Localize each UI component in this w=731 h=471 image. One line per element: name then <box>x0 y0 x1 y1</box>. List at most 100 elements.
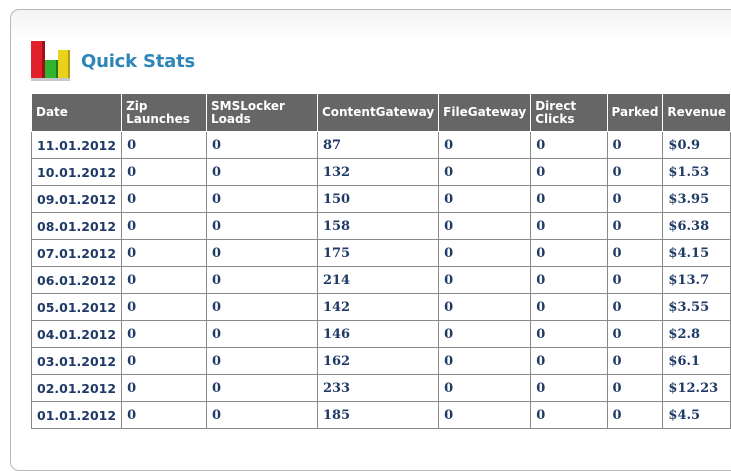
table-cell: 0 <box>606 347 664 375</box>
table-cell: 04.01.2012 <box>30 320 123 348</box>
table-cell: $3.95 <box>662 185 731 213</box>
table-cell: 0 <box>206 212 318 240</box>
table-cell: 0 <box>606 401 664 429</box>
column-header: Zip Launches <box>121 93 207 132</box>
table-cell: 0 <box>206 239 318 267</box>
table-cell: 10.01.2012 <box>30 158 123 186</box>
table-cell: 146 <box>316 320 440 348</box>
table-cell: 158 <box>316 212 440 240</box>
table-row: 04.01.2012 0 0 146 0 0 0 $2.8 <box>30 320 731 348</box>
table-cell: 0 <box>206 131 318 159</box>
table-cell: 0 <box>438 293 532 321</box>
table-row: 09.01.2012 0 0 150 0 0 0 $3.95 <box>30 185 731 213</box>
column-header: ContentGateway <box>316 93 440 132</box>
column-header: Parked <box>606 93 664 132</box>
column-header: Direct Clicks <box>530 93 608 132</box>
table-cell: 08.01.2012 <box>30 212 123 240</box>
table-cell: 0 <box>530 293 608 321</box>
table-cell: 0 <box>121 401 207 429</box>
table-cell: 0 <box>121 374 207 402</box>
column-header: Revenue <box>662 93 731 132</box>
table-cell: 0 <box>606 158 664 186</box>
table-cell: 0 <box>530 185 608 213</box>
table-cell: 233 <box>316 374 440 402</box>
table-cell: $12.23 <box>662 374 731 402</box>
table-cell: $4.15 <box>662 239 731 267</box>
table-cell: 0 <box>121 212 207 240</box>
table-row: 06.01.2012 0 0 214 0 0 0 $13.7 <box>30 266 731 294</box>
table-cell: 0 <box>438 347 532 375</box>
table-cell: 02.01.2012 <box>30 374 123 402</box>
table-cell: 87 <box>316 131 440 159</box>
table-row: 10.01.2012 0 0 132 0 0 0 $1.53 <box>30 158 731 186</box>
table-cell: 0 <box>606 131 664 159</box>
table-cell: $4.5 <box>662 401 731 429</box>
table-cell: 0 <box>530 320 608 348</box>
table-cell: 0 <box>438 320 532 348</box>
table-row: 01.01.2012 0 0 185 0 0 0 $4.5 <box>30 401 731 429</box>
page-title: Quick Stats <box>81 51 196 72</box>
table-cell: 0 <box>206 347 318 375</box>
table-cell: 0 <box>121 158 207 186</box>
table-cell: 0 <box>606 293 664 321</box>
table-cell: 0 <box>530 266 608 294</box>
column-header: SMSLocker Loads <box>206 93 318 132</box>
table-cell: 0 <box>121 131 207 159</box>
table-cell: 0 <box>438 401 532 429</box>
table-cell: 0 <box>121 266 207 294</box>
table-cell: $6.1 <box>662 347 731 375</box>
table-cell: 0 <box>530 401 608 429</box>
table-cell: 0 <box>206 374 318 402</box>
table-row: 02.01.2012 0 0 233 0 0 0 $12.23 <box>30 374 731 402</box>
table-cell: 0 <box>206 266 318 294</box>
table-cell: 0 <box>606 239 664 267</box>
table-cell: 07.01.2012 <box>30 239 123 267</box>
table-cell: 06.01.2012 <box>30 266 123 294</box>
table-cell: 0 <box>206 185 318 213</box>
table-cell: 0 <box>438 266 532 294</box>
table-cell: 0 <box>438 158 532 186</box>
table-cell: 150 <box>316 185 440 213</box>
table-cell: 0 <box>438 131 532 159</box>
table-cell: 0 <box>206 293 318 321</box>
table-cell: 0 <box>606 374 664 402</box>
table-cell: $1.53 <box>662 158 731 186</box>
table-cell: 0 <box>121 320 207 348</box>
table-cell: $6.38 <box>662 212 731 240</box>
table-cell: 214 <box>316 266 440 294</box>
table-cell: 0 <box>606 185 664 213</box>
table-cell: 05.01.2012 <box>30 293 123 321</box>
table-cell: 0 <box>530 158 608 186</box>
table-cell: 0 <box>438 185 532 213</box>
table-row: 08.01.2012 0 0 158 0 0 0 $6.38 <box>30 212 731 240</box>
table-cell: 0 <box>530 212 608 240</box>
table-cell: $13.7 <box>662 266 731 294</box>
table-cell: 0 <box>206 158 318 186</box>
table-cell: 162 <box>316 347 440 375</box>
table-cell: 0 <box>121 185 207 213</box>
table-cell: 142 <box>316 293 440 321</box>
table-cell: 0 <box>121 239 207 267</box>
table-cell: $0.9 <box>662 131 731 159</box>
table-cell: 11.01.2012 <box>30 131 123 159</box>
table-cell: 0 <box>206 320 318 348</box>
column-header: Date <box>30 93 123 132</box>
table-cell: 03.01.2012 <box>30 347 123 375</box>
table-cell: 09.01.2012 <box>30 185 123 213</box>
table-cell: 0 <box>606 320 664 348</box>
table-cell: $2.8 <box>662 320 731 348</box>
table-cell: 0 <box>206 401 318 429</box>
table-cell: $3.55 <box>662 293 731 321</box>
table-cell: 0 <box>606 266 664 294</box>
table-cell: 0 <box>530 374 608 402</box>
table-cell: 0 <box>530 347 608 375</box>
table-cell: 0 <box>438 239 532 267</box>
table-cell: 0 <box>121 347 207 375</box>
table-cell: 0 <box>530 239 608 267</box>
table-cell: 0 <box>438 374 532 402</box>
column-header: FileGateway <box>438 93 532 132</box>
table-row: 11.01.2012 0 0 87 0 0 0 $0.9 <box>30 131 731 159</box>
table-cell: 132 <box>316 158 440 186</box>
table-header-row: Date Zip Launches SMSLocker Loads Conten… <box>30 93 731 132</box>
table-cell: 175 <box>316 239 440 267</box>
